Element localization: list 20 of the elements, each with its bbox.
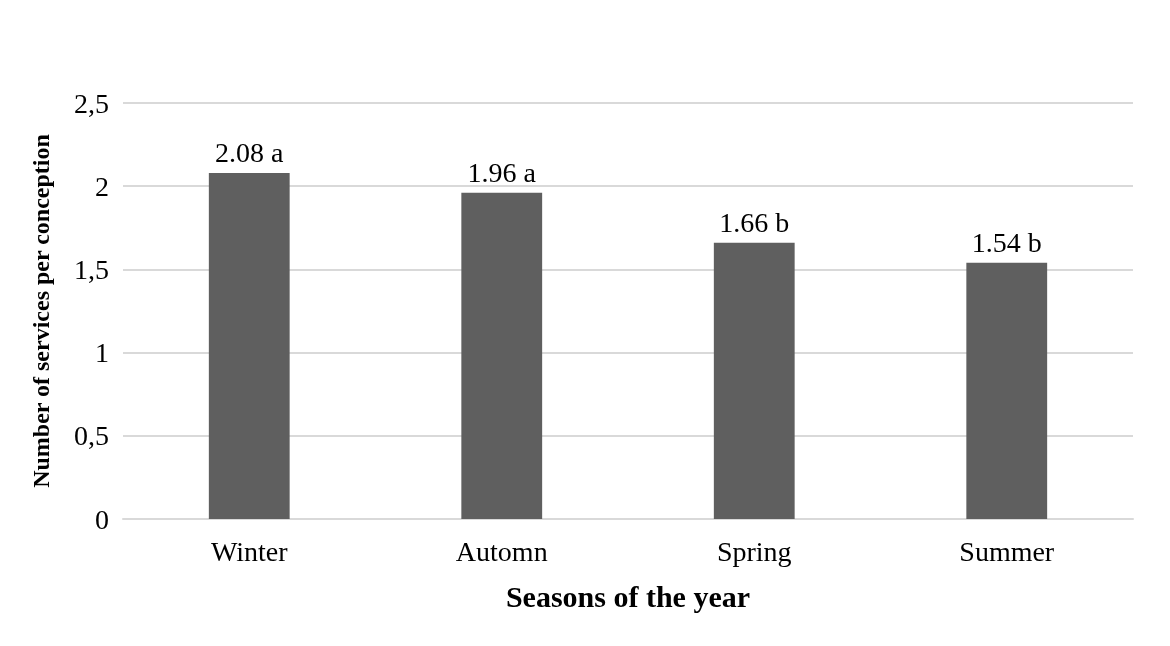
data-label: 2.08 a <box>215 137 285 169</box>
data-label: 1.96 a <box>467 157 537 189</box>
x-tick-label: Automn <box>455 535 548 567</box>
y-tick-label: 0 <box>95 503 109 535</box>
y-tick-label: 1,5 <box>74 253 109 285</box>
y-axis-title: Number of services per conception <box>28 134 54 488</box>
bar <box>966 262 1048 519</box>
y-tick-label: 2 <box>95 170 109 202</box>
x-tick-label: Spring <box>716 535 792 567</box>
x-tick-label: Winter <box>210 535 289 567</box>
bar <box>713 242 795 519</box>
y-tick-label: 1 <box>95 337 109 369</box>
x-axis-title: Seasons of the year <box>505 579 751 613</box>
bar <box>461 192 543 519</box>
data-label: 1.54 b <box>971 227 1042 259</box>
data-label: 1.66 b <box>719 207 790 239</box>
y-tick-label: 2,5 <box>74 87 109 119</box>
x-tick-label: Summer <box>959 535 1055 567</box>
y-tick-label: 0,5 <box>74 420 109 452</box>
bar <box>208 172 290 519</box>
